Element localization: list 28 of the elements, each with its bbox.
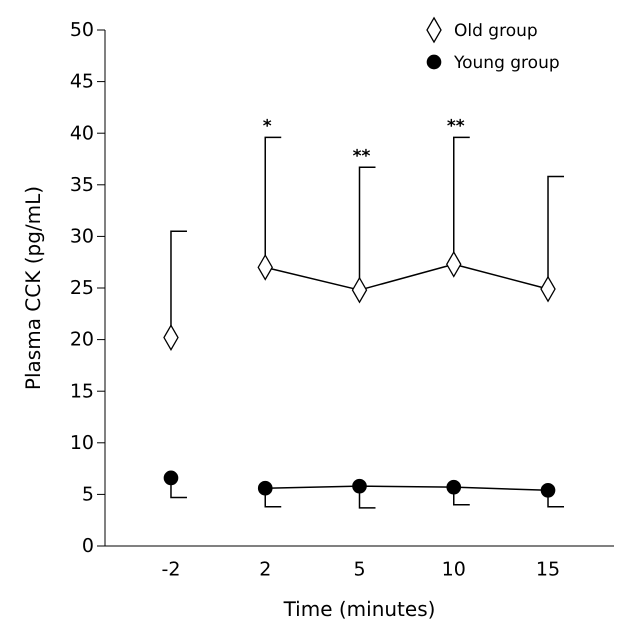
legend-label: Old group	[454, 21, 538, 41]
y-tick-label: 10	[70, 432, 94, 454]
y-tick-label: 40	[70, 122, 94, 144]
y-tick-label: 15	[70, 380, 94, 402]
point	[540, 482, 556, 498]
annotation: **	[446, 116, 465, 136]
y-tick-label: 30	[70, 225, 94, 248]
annotation: *	[262, 116, 272, 136]
point	[352, 478, 367, 494]
y-axis-title: Plasma CCK (pg/mL)	[21, 186, 45, 390]
x-tick-label: 2	[259, 558, 272, 581]
y-tick-label: 5	[82, 483, 94, 506]
x-tick-label: 10	[442, 558, 466, 581]
y-tick-label: 25	[70, 277, 94, 300]
legend-label: Young group	[453, 53, 560, 73]
y-tick-label: 50	[70, 19, 94, 42]
x-axis-title: Time (minutes)	[282, 597, 436, 621]
y-tick-label: 35	[70, 174, 94, 196]
y-tick-label: 20	[70, 328, 94, 351]
y-tick-label: 45	[70, 70, 94, 93]
x-tick-label: -2	[162, 558, 180, 581]
x-tick-label: 5	[353, 558, 366, 581]
annotation: **	[352, 146, 370, 166]
x-tick-label: 15	[536, 558, 560, 581]
point	[164, 470, 178, 486]
y-tick-label: 0	[82, 535, 94, 558]
point	[258, 480, 273, 496]
point	[446, 480, 462, 494]
